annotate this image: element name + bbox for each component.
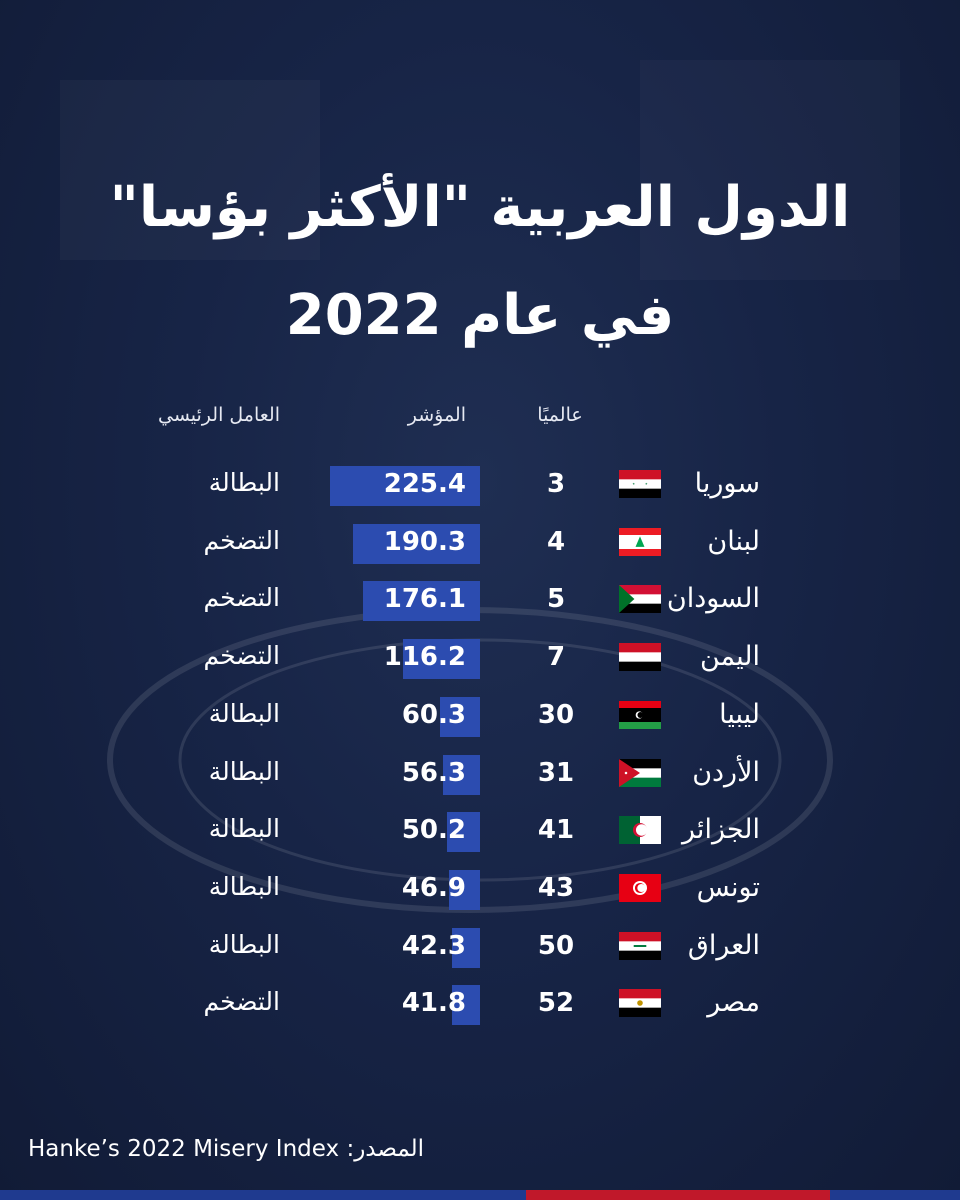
country-name: العراق	[687, 929, 760, 961]
header-rank: عالميًا	[537, 404, 583, 426]
country-name: اليمن	[699, 641, 760, 673]
main-factor: البطالة	[208, 929, 280, 959]
index-value: 56.3	[401, 757, 466, 788]
world-rank: 30	[537, 699, 575, 730]
index-bar	[447, 812, 480, 853]
country-name: السودان	[666, 583, 760, 615]
index-value: 46.9	[401, 872, 466, 903]
world-rank: 41	[537, 815, 575, 846]
table-row: 225.4 3 سوريا البطالة	[0, 462, 960, 508]
jordan-flag-icon	[619, 758, 661, 787]
index-bar	[363, 581, 480, 622]
world-rank: 7	[546, 642, 566, 673]
header-factor: العامل الرئيسي	[158, 404, 280, 426]
main-factor: البطالة	[208, 756, 280, 786]
source-note: Hanke’s 2022 Misery Index :المصدر	[28, 1136, 425, 1162]
country-name: الأردن	[692, 756, 760, 788]
tunisia-flag-icon	[619, 873, 661, 902]
main-factor: البطالة	[208, 814, 280, 844]
iraq-flag-icon	[619, 931, 661, 960]
index-bar	[443, 754, 480, 795]
index-bar	[449, 869, 480, 910]
chart-title-line2: في عام 2022	[285, 283, 675, 348]
table-row: 60.3 30 ليبيا البطالة	[0, 693, 960, 739]
index-bar	[452, 985, 480, 1026]
bottom-stripe-blue-left	[0, 1190, 526, 1200]
table-row: 56.3 31 الأردن البطالة	[0, 751, 960, 797]
table-row: 190.3 4 لبنان التضخم	[0, 520, 960, 566]
table-row: 41.8 52 مصر التضخم	[0, 981, 960, 1027]
chart-title-line1: الدول العربية "الأكثر بؤسا"	[109, 175, 851, 240]
table-row: 46.9 43 تونس البطالة	[0, 866, 960, 912]
syria-flag-icon	[619, 470, 661, 498]
world-rank: 5	[546, 584, 566, 615]
egypt-flag-icon	[619, 989, 661, 1018]
main-factor: التضخم	[203, 987, 280, 1017]
world-rank: 4	[546, 526, 566, 557]
index-value: 190.3	[383, 526, 466, 557]
main-factor: التضخم	[203, 641, 280, 671]
main-factor: البطالة	[208, 468, 280, 497]
country-name: سوريا	[694, 468, 760, 499]
country-name: لبنان	[707, 525, 760, 557]
country-name: الجزائر	[682, 814, 760, 846]
country-name: ليبيا	[719, 698, 760, 730]
main-factor: التضخم	[203, 525, 280, 555]
index-value: 50.2	[401, 815, 466, 846]
algeria-flag-icon	[619, 816, 661, 845]
header-index: المؤشر	[407, 404, 466, 426]
main-factor: البطالة	[208, 871, 280, 901]
bottom-stripe-blue-right	[830, 1190, 960, 1200]
index-bar	[403, 639, 480, 680]
index-bar	[353, 523, 480, 564]
index-value: 176.1	[383, 584, 466, 615]
table-row: 42.3 50 العراق البطالة	[0, 924, 960, 970]
main-factor: التضخم	[203, 583, 280, 613]
lebanon-flag-icon	[619, 527, 661, 556]
country-name: مصر	[707, 987, 760, 1019]
index-value: 41.8	[401, 988, 466, 1019]
main-factor: البطالة	[208, 698, 280, 728]
sudan-flag-icon	[619, 585, 661, 614]
world-rank: 31	[537, 757, 575, 788]
world-rank: 3	[546, 469, 566, 499]
index-value: 116.2	[383, 642, 466, 673]
libya-flag-icon	[619, 700, 661, 729]
table-row: 50.2 41 الجزائر البطالة	[0, 808, 960, 854]
world-rank: 52	[537, 988, 575, 1019]
world-rank: 50	[537, 930, 575, 961]
bottom-stripe-red	[526, 1190, 830, 1200]
index-value: 225.4	[383, 469, 466, 499]
world-rank: 43	[537, 872, 575, 903]
index-bar	[330, 466, 480, 506]
yemen-flag-icon	[619, 643, 661, 672]
table-row: 176.1 5 السودان التضخم	[0, 577, 960, 623]
country-name: تونس	[696, 871, 760, 903]
index-bar	[440, 696, 480, 737]
index-bar	[452, 927, 480, 968]
table-row: 116.2 7 اليمن التضخم	[0, 635, 960, 681]
index-value: 60.3	[401, 699, 466, 730]
index-value: 42.3	[401, 930, 466, 961]
